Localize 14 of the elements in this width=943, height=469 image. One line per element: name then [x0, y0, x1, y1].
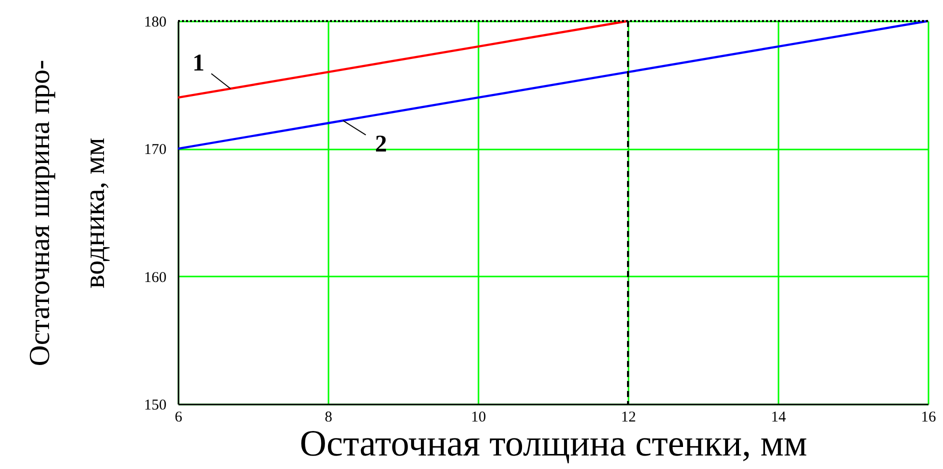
- x-tick-label: 10: [471, 410, 486, 426]
- x-tick-label: 12: [621, 410, 636, 426]
- y-tick-label: 170: [144, 142, 166, 158]
- y-tick-label: 150: [144, 398, 166, 414]
- y-tick-label: 180: [144, 14, 166, 30]
- x-tick-label: 8: [324, 410, 332, 426]
- x-axis-title: Остаточная толщина стенки, мм: [300, 424, 808, 464]
- y-tick-label: 160: [144, 270, 166, 286]
- x-tick-label: 16: [921, 410, 936, 426]
- x-tick-label: 6: [174, 410, 183, 426]
- annotation: 1: [192, 50, 204, 77]
- line-series: [176, 20, 630, 99]
- x-tick-label: 14: [771, 410, 786, 426]
- y-axis-title: Остаточная ширина про- водника, мм: [24, 60, 111, 366]
